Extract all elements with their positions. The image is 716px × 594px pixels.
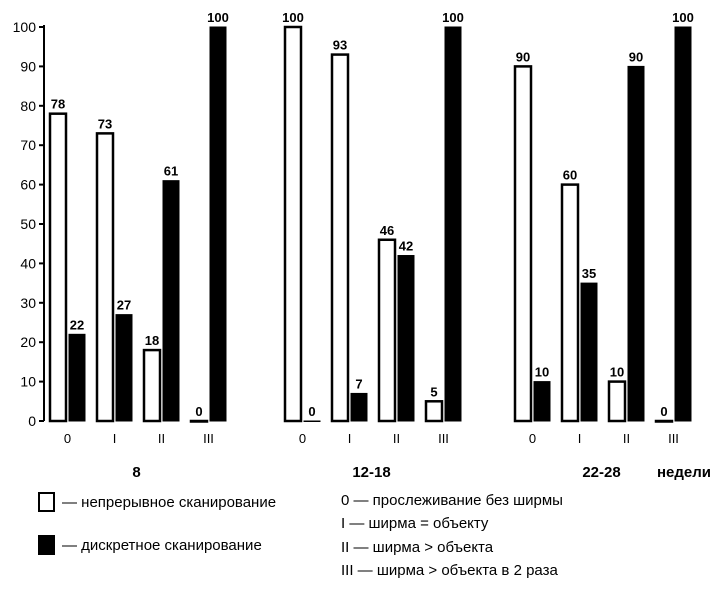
- y-tick-label: 40: [20, 255, 36, 271]
- legend-swatch-continuous: [38, 492, 55, 512]
- data-label: 93: [333, 38, 347, 53]
- bar-continuous: [330, 53, 350, 423]
- data-label: 18: [145, 333, 159, 348]
- data-label: 42: [399, 239, 413, 254]
- legend-category-3: III — ширма > объекта в 2 раза: [341, 562, 558, 579]
- data-label: 90: [516, 49, 530, 64]
- bar-continuous: [607, 380, 627, 423]
- data-label: 100: [672, 10, 694, 25]
- bar-discrete: [674, 26, 692, 422]
- category-label: 0: [529, 431, 536, 446]
- labels: 782207327I1861II0100III810000937I4642II5…: [51, 10, 711, 481]
- bar-continuous: [142, 348, 162, 423]
- category-label: I: [578, 431, 582, 446]
- data-label: 46: [380, 223, 394, 238]
- data-label: 100: [207, 10, 229, 25]
- data-label: 60: [563, 168, 577, 183]
- y-tick-label: 0: [28, 413, 36, 429]
- data-label: 5: [430, 384, 437, 399]
- group-label: 22-28: [582, 464, 620, 481]
- y-tick-label: 90: [20, 58, 36, 74]
- y-tick-label: 50: [20, 216, 36, 232]
- category-label: III: [438, 431, 449, 446]
- bar-continuous: [424, 400, 444, 423]
- bar-discrete: [444, 26, 462, 422]
- bar-discrete: [627, 65, 645, 422]
- data-label: 27: [117, 298, 131, 313]
- category-label: II: [158, 431, 165, 446]
- data-label: 0: [195, 404, 202, 419]
- data-label: 0: [308, 404, 315, 419]
- category-label: 0: [299, 431, 306, 446]
- data-label: 100: [282, 10, 304, 25]
- legend-label-discrete: — дискретное сканирование: [62, 537, 262, 554]
- bar-discrete: [115, 314, 133, 422]
- bar-continuous: [283, 25, 303, 423]
- category-label: 0: [64, 431, 71, 446]
- bars: [48, 25, 692, 423]
- bar-discrete: [209, 26, 227, 422]
- y-tick-label: 10: [20, 374, 36, 390]
- bar-discrete: [533, 381, 551, 422]
- category-label: II: [393, 431, 400, 446]
- bar-discrete: [397, 255, 415, 422]
- bar-continuous: [189, 419, 209, 423]
- category-label: I: [113, 431, 117, 446]
- y-tick-label: 70: [20, 137, 36, 153]
- legend-swatch-discrete: [38, 535, 55, 555]
- legend-category-2: II — ширма > объекта: [341, 539, 494, 556]
- data-label: 7: [355, 376, 362, 391]
- bar-continuous: [560, 183, 580, 423]
- legend-category-0: 0 — прослеживание без ширмы: [341, 492, 563, 509]
- data-label: 10: [535, 365, 549, 380]
- legend-category-1: I — ширма = объекту: [341, 515, 489, 532]
- bar-continuous: [513, 65, 533, 423]
- y-tick-label: 80: [20, 98, 36, 114]
- group-label: 8: [132, 464, 140, 481]
- data-label: 10: [610, 365, 624, 380]
- bar-continuous: [377, 238, 397, 423]
- y-axis: 0 10 20 30 40 50 60 70 80 90 100: [13, 19, 45, 429]
- data-label: 35: [582, 266, 596, 281]
- y-tick-label: 30: [20, 295, 36, 311]
- data-label: 78: [51, 97, 65, 112]
- data-label: 73: [98, 116, 112, 131]
- y-tick-label: 20: [20, 334, 36, 350]
- bar-discrete: [68, 333, 86, 422]
- category-label: I: [348, 431, 352, 446]
- bar-discrete: [580, 282, 598, 422]
- data-label: 100: [442, 10, 464, 25]
- data-label: 22: [70, 317, 84, 332]
- data-label: 90: [629, 49, 643, 64]
- x-unit-label: недели: [657, 464, 711, 481]
- y-tick-label: 100: [13, 19, 37, 35]
- category-label: III: [668, 431, 679, 446]
- bar-continuous: [654, 419, 674, 423]
- bar-discrete: [162, 180, 180, 422]
- y-tick-label: 60: [20, 177, 36, 193]
- category-label: II: [623, 431, 630, 446]
- bar-discrete: [303, 420, 321, 422]
- category-label: III: [203, 431, 214, 446]
- bar-continuous: [48, 112, 68, 423]
- data-label: 61: [164, 164, 178, 179]
- group-label: 12-18: [352, 464, 390, 481]
- bar-discrete: [350, 392, 368, 422]
- bar-continuous: [95, 132, 115, 423]
- legend-label-continuous: — непрерывное сканирование: [62, 494, 277, 511]
- data-label: 0: [660, 404, 667, 419]
